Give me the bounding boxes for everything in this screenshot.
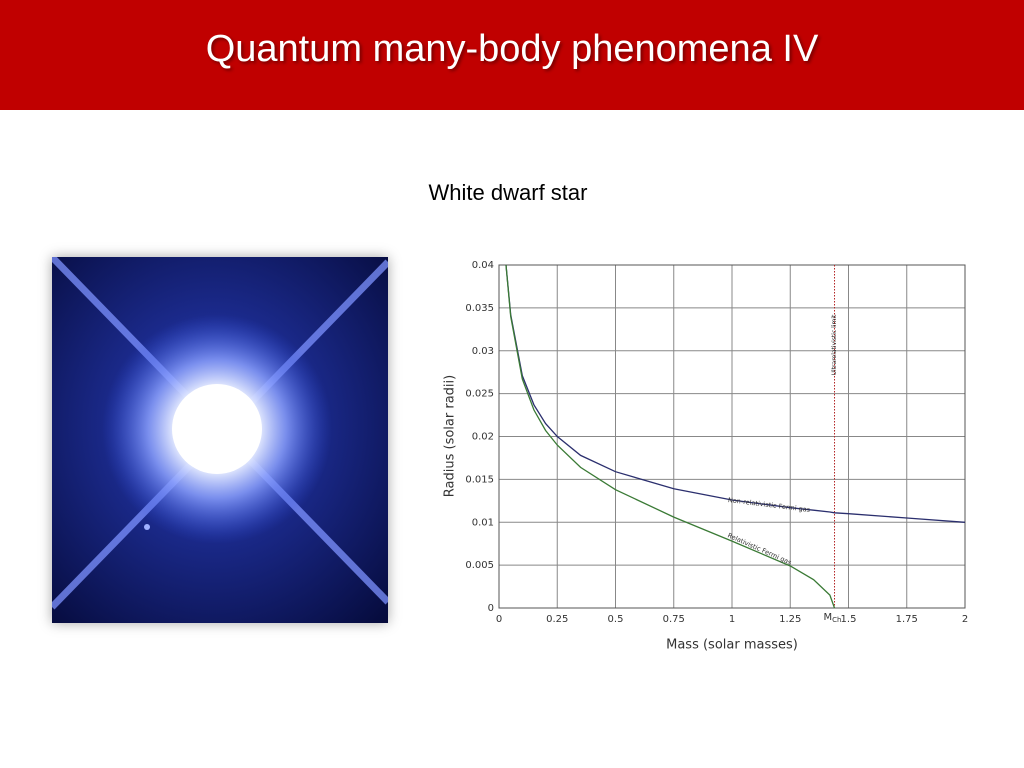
x-tick-label: 1	[729, 614, 735, 625]
y-tick-label: 0.005	[465, 560, 494, 571]
y-tick-label: 0.03	[472, 346, 494, 357]
limit-tick-sub: Ch	[832, 616, 841, 624]
x-axis-label: Mass (solar masses)	[666, 638, 798, 653]
limit-tick-main: M	[824, 612, 833, 623]
series-label: Relativistic Fermi gas	[726, 531, 793, 567]
x-tick-label: 0.75	[663, 614, 685, 625]
y-tick-label: 0	[488, 603, 494, 614]
header-bar: Quantum many-body phenomena IV	[0, 0, 1024, 110]
chart: Radius (solar radii) Mass (solar masses)…	[443, 260, 969, 653]
x-tick-label: 1.25	[779, 614, 801, 625]
x-tick-label: 0	[496, 614, 502, 625]
subtitle: White dwarf star	[428, 180, 588, 205]
limit-label: Ultrarelativistic limit	[831, 314, 838, 375]
limit-tick-label: MCh	[824, 612, 842, 624]
y-tick-label: 0.04	[472, 260, 494, 271]
x-tick-label: 2	[962, 614, 968, 625]
slide-title: Quantum many-body phenomena IV	[205, 28, 819, 70]
series-line	[505, 264, 966, 523]
y-axis-label: Radius (solar radii)	[443, 375, 458, 497]
series-line	[505, 264, 836, 609]
x-tick-label: 1.75	[896, 614, 918, 625]
y-tick-label: 0.025	[465, 389, 494, 400]
y-tick-label: 0.01	[472, 517, 494, 528]
y-tick-label: 0.035	[465, 303, 494, 314]
star-image	[52, 257, 388, 623]
plot-frame	[498, 264, 966, 609]
series-label: Non-relativistic Fermi gas	[728, 496, 812, 514]
x-tick-label: 0.25	[546, 614, 568, 625]
x-tick-label: 0.5	[608, 614, 624, 625]
y-tick-label: 0.02	[472, 432, 494, 443]
x-tick-label: 1.5	[841, 614, 857, 625]
y-tick-label: 0.015	[465, 474, 494, 485]
